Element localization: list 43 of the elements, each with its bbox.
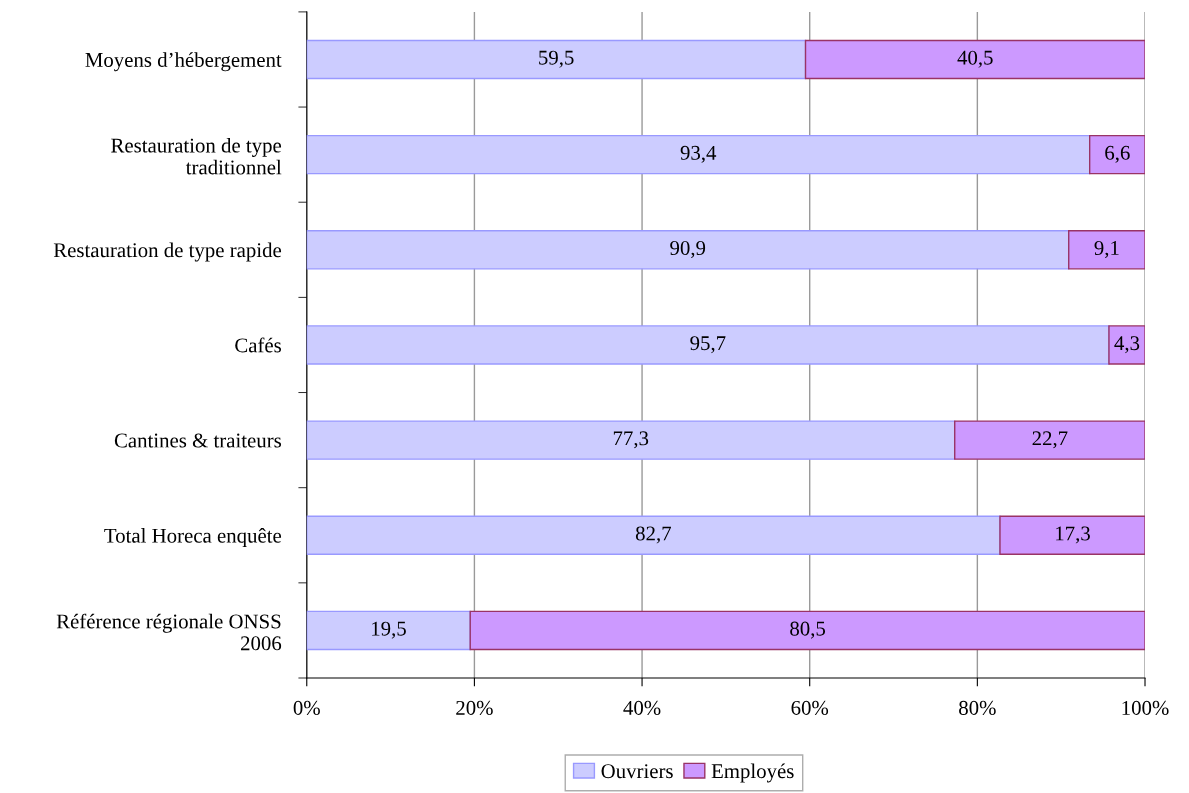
data-label: 80,5 [790,621,826,639]
x-tick-label: 40% [623,700,661,715]
bar [999,515,1146,556]
data-label: 77,3 [613,431,649,449]
y-tick-label: Moyens d’hébergement [85,52,282,72]
x-tick-label: 80% [959,700,996,715]
bar [306,134,1091,175]
bar [306,420,956,460]
bar [306,230,1070,270]
bar [306,610,471,651]
bar [954,420,1146,460]
x-tick-label: 0% [293,700,320,715]
y-tick-label: Restauration de type rapide [53,242,282,262]
data-label: 59,5 [539,50,574,68]
legend-label: Ouvriers [601,764,673,779]
x-tick-label: 60% [791,700,829,715]
data-label: 82,7 [635,526,672,544]
x-tick-label: 20% [456,700,493,715]
y-tick-label: Cafés [235,337,281,353]
y-tick-label: Référence régionale ONSS 2006 [56,613,282,651]
data-label: 19,5 [372,621,406,639]
data-label: 6,6 [1105,145,1130,163]
bar [1068,230,1146,270]
legend-label: Employés [711,763,794,783]
bar [306,325,1110,365]
bar [306,39,807,80]
data-label: 4,3 [1114,336,1140,354]
data-label: 40,5 [957,50,993,68]
data-label: 9,1 [1094,241,1119,259]
x-tick-label: 100% [1122,700,1169,715]
y-tick-label: Cantines & traiteurs [114,433,281,448]
bar [469,610,1146,651]
bar [1088,134,1146,175]
data-label: 22,7 [1032,431,1068,449]
bar [306,515,1001,556]
bar [804,39,1146,80]
data-label: 17,3 [1056,526,1090,544]
data-label: 90,9 [670,240,706,259]
data-label: 93,4 [680,145,717,163]
y-tick-label: Total Horeca enquête [104,528,282,547]
y-tick-label: Restauration de type traditionnel [111,137,282,175]
bar [1108,325,1146,365]
data-label: 95,7 [690,336,726,354]
